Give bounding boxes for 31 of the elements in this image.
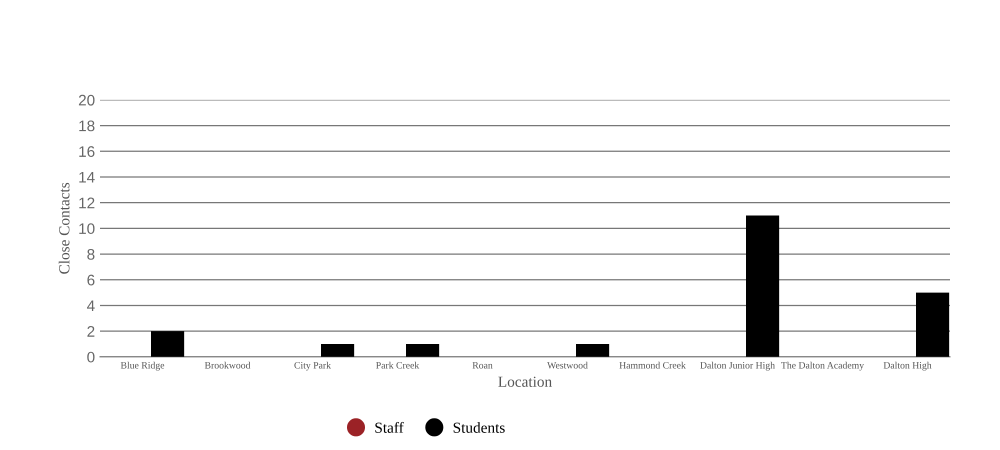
bar xyxy=(916,292,950,357)
y-tick-label: 4 xyxy=(86,300,95,311)
y-tick-label: 2 xyxy=(87,326,94,337)
bar xyxy=(151,331,184,357)
x-tick-label: Westwood xyxy=(547,362,588,369)
y-tick-label: 14 xyxy=(79,172,95,183)
y-tick-label: 6 xyxy=(87,274,94,286)
x-tick-label: Roan xyxy=(472,362,493,369)
x-axis-title: Location xyxy=(498,376,552,387)
x-tick-label: City Park xyxy=(294,362,331,371)
bar xyxy=(576,344,610,357)
x-tick-label: Blue Ridge xyxy=(120,362,164,371)
bar xyxy=(746,216,780,357)
x-tick-label: The Dalton Academy xyxy=(781,362,864,371)
y-tick-label: 20 xyxy=(78,94,95,106)
x-tick-label: Park Creek xyxy=(376,362,420,369)
y-tick-label: 16 xyxy=(79,146,94,157)
bar xyxy=(406,344,440,357)
y-tick-label: 0 xyxy=(87,352,95,363)
x-tick-label: Hammond Creek xyxy=(619,362,686,369)
y-tick-label: 12 xyxy=(79,198,94,208)
x-tick-label: Brookwood xyxy=(204,362,250,369)
legend-label: Students xyxy=(454,422,505,433)
y-tick-label: 8 xyxy=(87,248,94,260)
y-tick-label: 10 xyxy=(79,223,95,234)
x-tick-label: Dalton High xyxy=(884,362,932,371)
legend-label: Staff xyxy=(375,422,404,433)
y-axis-title: Close Contacts xyxy=(58,182,70,274)
bar xyxy=(321,344,354,357)
x-tick-label: Dalton Junior High xyxy=(700,362,775,371)
y-tick-label: 18 xyxy=(79,120,94,132)
